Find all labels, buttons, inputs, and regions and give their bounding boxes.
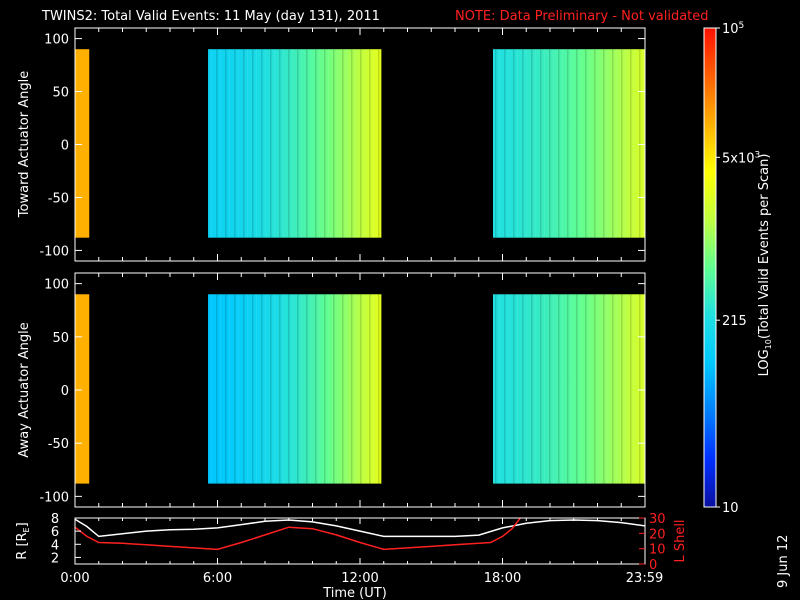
colorbar-label: LOG10(Total Valid Events per Scan): [757, 154, 773, 377]
away-ylabel: Away Actuator Angle: [17, 322, 32, 457]
heatmap-texture: [208, 294, 382, 484]
colorbar-tick-label: 215: [722, 314, 747, 329]
y-tick-label: 2: [51, 551, 59, 566]
x-tick-label: 12:00: [341, 571, 378, 586]
orbit-y2label: L Shell: [673, 519, 688, 562]
radius-series-line: [75, 518, 645, 538]
y-tick-label: -50: [48, 437, 69, 452]
x-tick-label: 6:00: [203, 571, 232, 586]
x-tick-label: 23:59: [626, 571, 663, 586]
heatmap-texture: [493, 49, 645, 238]
away-actuator-panel: 100 50 0 -50 -100: [39, 272, 646, 508]
y2-tick-label: 20: [649, 527, 666, 542]
y-tick-label: -50: [48, 191, 69, 206]
colorbar-tick-label: 105: [722, 21, 744, 37]
y-tick-label: 100: [44, 278, 69, 293]
date-stamp: 9 Jun 12: [776, 535, 791, 588]
y2-tick-label: 10: [649, 543, 666, 558]
y-tick-label: 0: [61, 384, 69, 399]
heatmap-texture: [208, 49, 382, 238]
y-tick-label: 50: [52, 331, 69, 346]
orbit-ylabel: R [RE]: [15, 522, 31, 559]
y-tick-label: 6: [51, 525, 59, 540]
heatmap-segment: [75, 49, 90, 238]
preliminary-note: NOTE: Data Preliminary - Not validated: [455, 9, 709, 24]
heatmap-segment: [75, 294, 90, 484]
y-tick-label: 50: [52, 86, 69, 101]
y-tick-label: 0: [61, 139, 69, 154]
colorbar-tick-label: 10: [722, 501, 739, 516]
orbit-xlabel: Time (UT): [322, 586, 387, 600]
y-tick-label: 100: [44, 33, 69, 48]
y2-tick-label: 30: [649, 512, 666, 527]
colorbar: 105 5x103 215 10: [703, 21, 760, 516]
colorbar-tick-label: 5x103: [722, 150, 760, 166]
heatmap-texture: [493, 294, 645, 484]
orbit-frame: [74, 517, 646, 565]
toward-actuator-panel: 100 50 0 -50 -100: [39, 27, 646, 262]
colorbar-frame: [703, 27, 717, 508]
y-tick-label: -100: [39, 490, 69, 505]
chart-title: TWINS2: Total Valid Events: 11 May (day …: [41, 9, 380, 24]
x-tick-label: 18:00: [484, 571, 521, 586]
toward-ylabel: Toward Actuator Angle: [17, 71, 32, 218]
x-tick-label: 0:00: [60, 571, 89, 586]
y-tick-label: 4: [51, 538, 59, 553]
y-tick-label: -100: [39, 244, 69, 259]
y-tick-label: 8: [51, 512, 59, 527]
y2-tick-label: 0: [649, 558, 657, 573]
colorbar-gradient: [704, 28, 716, 507]
lshell-series-line: [75, 518, 522, 551]
